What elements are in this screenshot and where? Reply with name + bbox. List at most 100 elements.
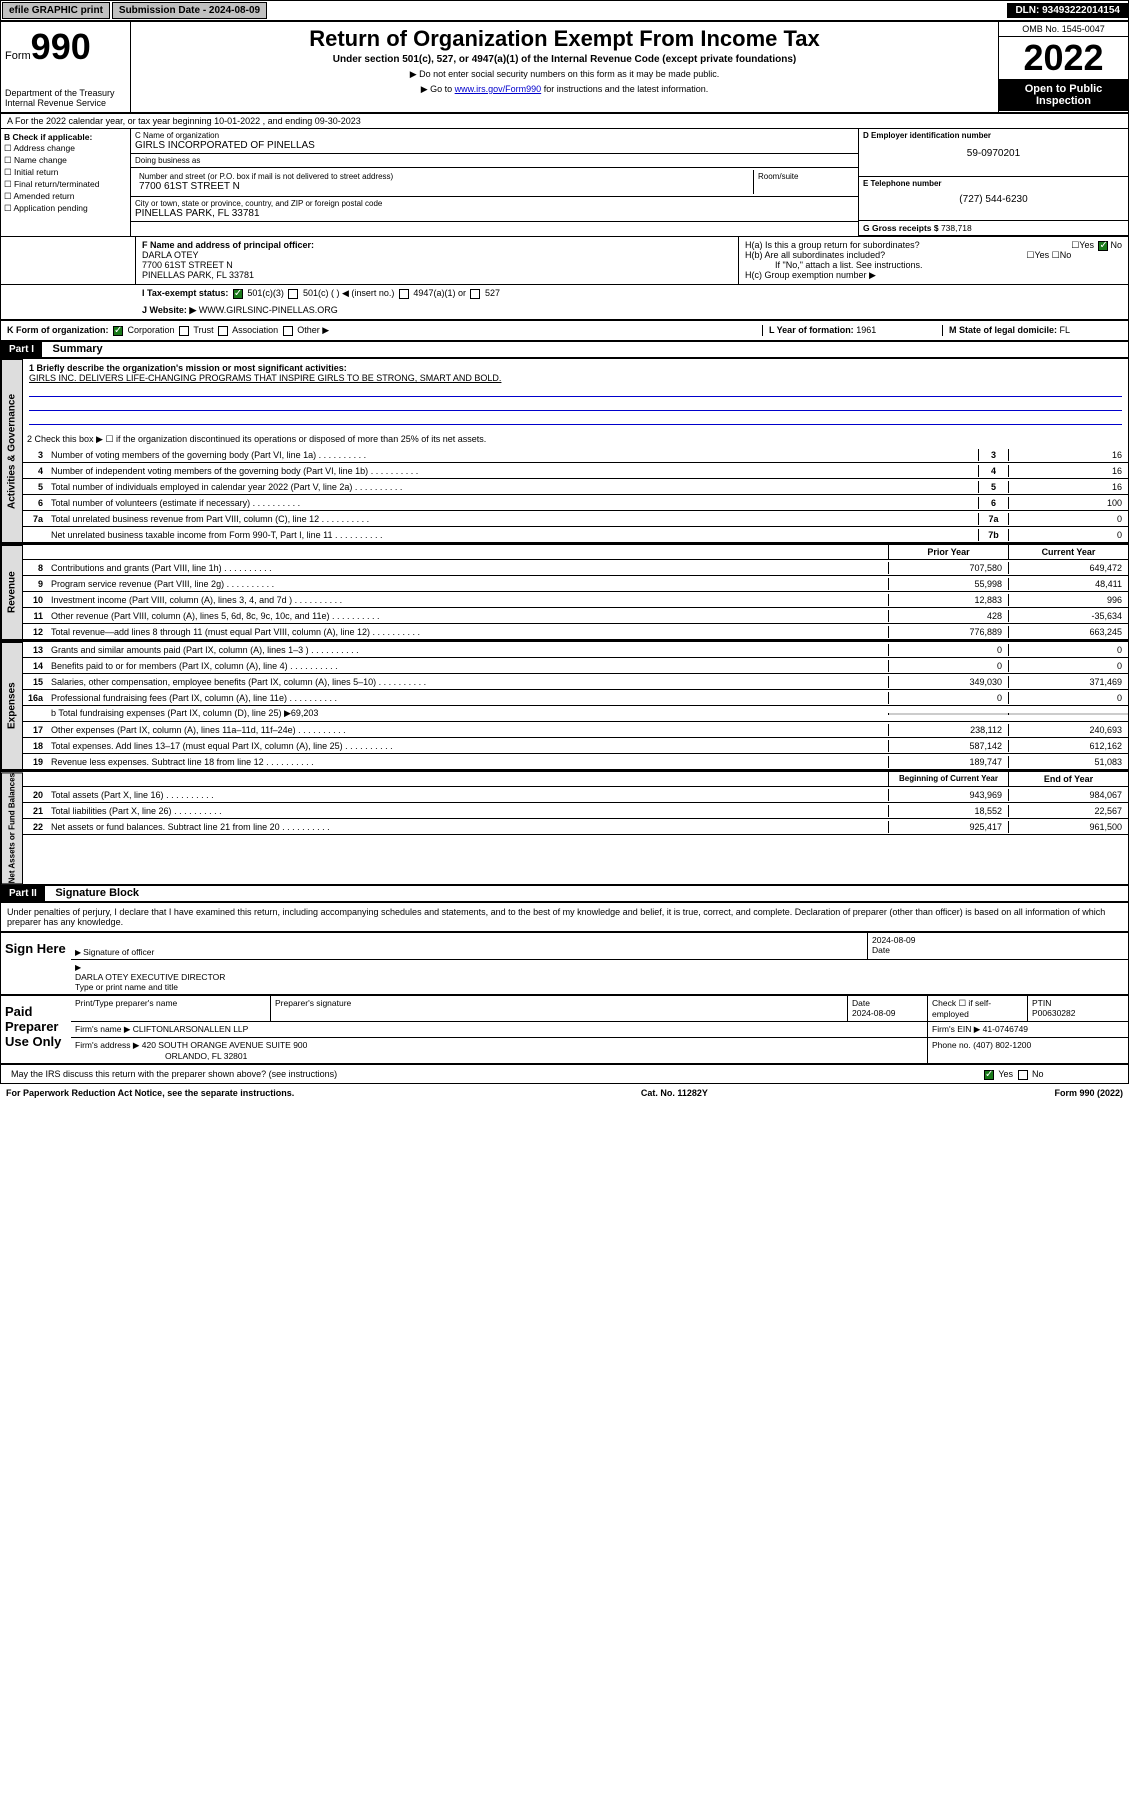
footer-right: Form 990 (2022) <box>1054 1088 1123 1098</box>
department: Department of the Treasury Internal Reve… <box>5 88 126 108</box>
topbar: efile GRAPHIC print Submission Date - 20… <box>0 0 1129 21</box>
col-b: B Check if applicable: ☐ Address change … <box>1 129 131 236</box>
chk-final[interactable]: ☐ Final return/terminated <box>4 179 127 190</box>
cell-street: Number and street (or P.O. box if mail i… <box>131 168 858 197</box>
prep-row3: Firm's address ▶ 420 SOUTH ORANGE AVENUE… <box>71 1038 1128 1063</box>
inspection-badge: Open to Public Inspection <box>999 79 1128 111</box>
irs-link[interactable]: www.irs.gov/Form990 <box>455 84 542 94</box>
header-right: OMB No. 1545-0047 2022 Open to Public In… <box>998 22 1128 112</box>
chk-amended[interactable]: ☐ Amended return <box>4 191 127 202</box>
chk-name[interactable]: ☐ Name change <box>4 155 127 166</box>
website-link[interactable]: WWW.GIRLSINC-PINELLAS.ORG <box>199 305 338 315</box>
assets-sidebar: Net Assets or Fund Balances <box>1 772 23 884</box>
governance-content: 1 Briefly describe the organization's mi… <box>23 359 1128 543</box>
row-i: I Tax-exempt status: 501(c)(3) 501(c) ( … <box>0 285 1129 320</box>
declaration: Under penalties of perjury, I declare th… <box>0 902 1129 932</box>
chk-other[interactable] <box>283 326 293 336</box>
cell-receipts: G Gross receipts $ 738,718 <box>859 221 1128 236</box>
tax-year: 2022 <box>999 37 1128 79</box>
gov-line-6: 6 Total number of volunteers (estimate i… <box>23 495 1128 511</box>
line-13: 13 Grants and similar amounts paid (Part… <box>23 642 1128 658</box>
rev-header: Prior Year Current Year <box>23 545 1128 560</box>
form-header: Form990 Department of the Treasury Inter… <box>0 21 1129 113</box>
gov-line-3: 3 Number of voting members of the govern… <box>23 447 1128 463</box>
chk-corp[interactable] <box>113 326 123 336</box>
expenses-section: Expenses 13 Grants and similar amounts p… <box>0 641 1129 771</box>
cell-city: City or town, state or province, country… <box>131 197 858 222</box>
row-k: K Form of organization: Corporation Trus… <box>0 320 1129 341</box>
gov-line-7b: Net unrelated business taxable income fr… <box>23 527 1128 543</box>
part2-header: Part II Signature Block <box>0 885 1129 902</box>
chk-trust[interactable] <box>179 326 189 336</box>
line1: 1 Briefly describe the organization's mi… <box>23 359 1128 431</box>
discuss-no[interactable] <box>1018 1070 1028 1080</box>
cell-phone: E Telephone number (727) 544-6230 <box>859 177 1128 221</box>
part1-header: Part I Summary <box>0 341 1129 358</box>
footer: For Paperwork Reduction Act Notice, see … <box>0 1084 1129 1102</box>
paid-preparer-table: Paid Preparer Use Only Print/Type prepar… <box>0 995 1129 1064</box>
omb-number: OMB No. 1545-0047 <box>999 22 1128 37</box>
expenses-sidebar: Expenses <box>1 642 23 770</box>
line-21: 21 Total liabilities (Part X, line 26) 1… <box>23 803 1128 819</box>
sig-row1: Signature of officer 2024-08-09Date <box>71 933 1128 960</box>
line-14: 14 Benefits paid to or for members (Part… <box>23 658 1128 674</box>
sign-here-table: Sign Here Signature of officer 2024-08-0… <box>0 932 1129 995</box>
sig-row2: DARLA OTEY EXECUTIVE DIRECTORType or pri… <box>71 960 1128 994</box>
chk-pending[interactable]: ☐ Application pending <box>4 203 127 214</box>
expenses-content: 13 Grants and similar amounts paid (Part… <box>23 642 1128 770</box>
line-17: 17 Other expenses (Part IX, column (A), … <box>23 722 1128 738</box>
prep-row1: Print/Type preparer's name Preparer's si… <box>71 996 1128 1022</box>
assets-header: Beginning of Current Year End of Year <box>23 772 1128 787</box>
line-20: 20 Total assets (Part X, line 16) 943,96… <box>23 787 1128 803</box>
b-title: B Check if applicable: <box>4 132 127 142</box>
assets-content: Beginning of Current Year End of Year 20… <box>23 772 1128 884</box>
header-left: Form990 Department of the Treasury Inter… <box>1 22 131 112</box>
revenue-content: Prior Year Current Year 8 Contributions … <box>23 545 1128 640</box>
col-d: D Employer identification number 59-0970… <box>858 129 1128 236</box>
hc: H(c) Group exemption number ▶ <box>745 270 1122 281</box>
footer-mid: Cat. No. 11282Y <box>294 1088 1054 1098</box>
governance-section: Activities & Governance 1 Briefly descri… <box>0 358 1129 544</box>
revenue-section: Revenue Prior Year Current Year 8 Contri… <box>0 544 1129 641</box>
mission-blank2 <box>29 399 1122 411</box>
sign-here-label: Sign Here <box>1 933 71 994</box>
footer-left: For Paperwork Reduction Act Notice, see … <box>6 1088 294 1098</box>
submission-button[interactable]: Submission Date - 2024-08-09 <box>112 2 267 19</box>
section-fh: F Name and address of principal officer:… <box>0 236 1129 285</box>
line-10: 10 Investment income (Part VIII, column … <box>23 592 1128 608</box>
mission-blank3 <box>29 413 1122 425</box>
col-f: F Name and address of principal officer:… <box>136 237 738 284</box>
chk-4947[interactable] <box>399 289 409 299</box>
form-title: Return of Organization Exempt From Incom… <box>135 26 994 52</box>
line-11: 11 Other revenue (Part VIII, column (A),… <box>23 608 1128 624</box>
line16b: b Total fundraising expenses (Part IX, c… <box>23 706 1128 722</box>
ha: H(a) Is this a group return for subordin… <box>745 240 1122 250</box>
dln: DLN: 93493222014154 <box>1007 3 1128 18</box>
chk-501c3[interactable] <box>233 289 243 299</box>
efile-button[interactable]: efile GRAPHIC print <box>2 2 110 19</box>
note-ssn: ▶ Do not enter social security numbers o… <box>135 69 994 80</box>
revenue-sidebar: Revenue <box>1 545 23 640</box>
line-18: 18 Total expenses. Add lines 13–17 (must… <box>23 738 1128 754</box>
gov-line-7a: 7a Total unrelated business revenue from… <box>23 511 1128 527</box>
line-16a: 16a Professional fundraising fees (Part … <box>23 690 1128 706</box>
section-bcd: B Check if applicable: ☐ Address change … <box>0 129 1129 236</box>
chk-address[interactable]: ☐ Address change <box>4 143 127 154</box>
col-f-blank <box>1 237 136 284</box>
discuss-yes[interactable] <box>984 1070 994 1080</box>
gov-line-5: 5 Total number of individuals employed i… <box>23 479 1128 495</box>
prep-row2: Firm's name ▶ CLIFTONLARSONALLEN LLP Fir… <box>71 1022 1128 1038</box>
note-link: ▶ Go to www.irs.gov/Form990 for instruct… <box>135 84 994 95</box>
cell-dba: Doing business as <box>131 154 858 168</box>
chk-501c[interactable] <box>288 289 298 299</box>
hb-note: If "No," attach a list. See instructions… <box>745 260 1122 270</box>
chk-527[interactable] <box>470 289 480 299</box>
chk-initial[interactable]: ☐ Initial return <box>4 167 127 178</box>
chk-assoc[interactable] <box>218 326 228 336</box>
mission-blank1 <box>29 385 1122 397</box>
line-19: 19 Revenue less expenses. Subtract line … <box>23 754 1128 770</box>
ha-no-checkbox[interactable] <box>1098 241 1108 251</box>
sign-here-content: Signature of officer 2024-08-09Date DARL… <box>71 933 1128 994</box>
line-9: 9 Program service revenue (Part VIII, li… <box>23 576 1128 592</box>
governance-sidebar: Activities & Governance <box>1 359 23 543</box>
